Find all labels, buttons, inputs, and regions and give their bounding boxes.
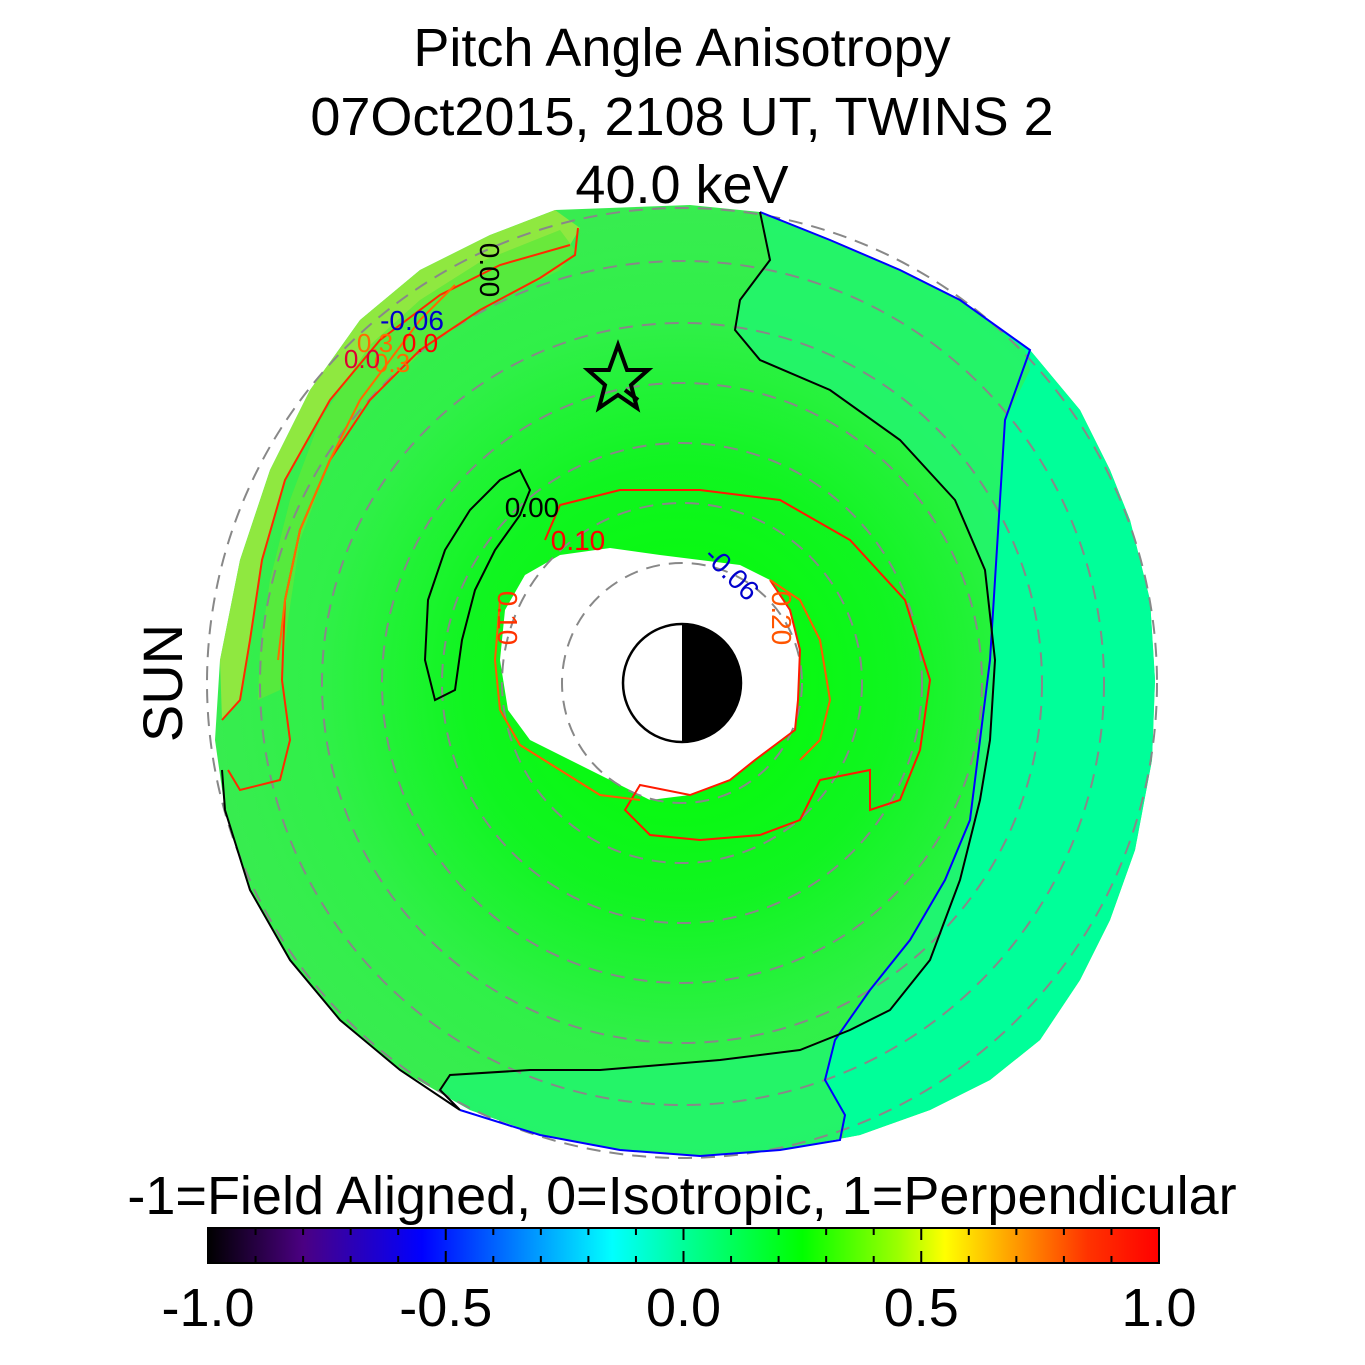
contour-label: 0.3 xyxy=(357,328,393,358)
grid-circle xyxy=(561,562,803,804)
colorbar-annotation: -1=Field Aligned, 0=Isotropic, 1=Perpend… xyxy=(127,1166,1236,1226)
map-region-edge xyxy=(220,210,580,720)
colorbar-tick-label: -0.5 xyxy=(399,1278,492,1338)
grid-circle xyxy=(321,322,1043,1044)
contour-black-inner xyxy=(423,468,532,702)
colorbar-tick-label: -1.0 xyxy=(161,1278,254,1338)
contour-black-outer xyxy=(221,211,997,1111)
grid-circle xyxy=(501,502,863,864)
grid-circle xyxy=(441,442,923,924)
title-line-1: Pitch Angle Anisotropy xyxy=(413,18,950,78)
contour-blue xyxy=(459,211,1032,1158)
colorbar-tick-labels: -1.0 -0.5 0.0 0.5 1.0 xyxy=(161,1278,1196,1338)
colorbar-tick-label: 0.0 xyxy=(646,1278,721,1338)
contour-label: 0.00 xyxy=(505,492,560,523)
colorbar-tick-label: 1.0 xyxy=(1121,1278,1196,1338)
grid-circle xyxy=(259,260,1105,1106)
contour-label: 0.10 xyxy=(551,525,606,556)
title-line-3: 40.0 keV xyxy=(575,155,788,215)
contour-red-inner xyxy=(544,489,932,842)
contour-label: 0.3 xyxy=(374,348,410,378)
contour-label: 0.10 xyxy=(492,591,523,646)
contour-orange-edge xyxy=(277,284,456,661)
star-pointer xyxy=(623,388,640,402)
contour-label: 0.20 xyxy=(766,591,797,646)
contour-label: 0.0 xyxy=(402,328,438,358)
grid-circle xyxy=(206,207,1158,1159)
sun-label: SUN xyxy=(131,624,194,742)
star-icon xyxy=(582,339,654,413)
colorbar: -1.0 -0.5 0.0 0.5 1.0 xyxy=(161,1227,1197,1338)
colorbar-ticks xyxy=(207,1228,1160,1263)
contour-label: 0.0 xyxy=(344,344,380,374)
contour-label: 0.00 xyxy=(474,243,505,298)
grid-circle xyxy=(381,382,983,984)
contour-orange-inner xyxy=(493,579,832,801)
distance-grid xyxy=(206,207,1158,1159)
earth-icon xyxy=(621,622,743,744)
colorbar-tick-label: 0.5 xyxy=(884,1278,959,1338)
map-region-isotropic xyxy=(760,205,1155,1156)
title-line-2: 07Oct2015, 2108 UT, TWINS 2 xyxy=(310,87,1053,147)
contours xyxy=(221,211,1032,1158)
contour-label: -0.06 xyxy=(380,305,444,336)
